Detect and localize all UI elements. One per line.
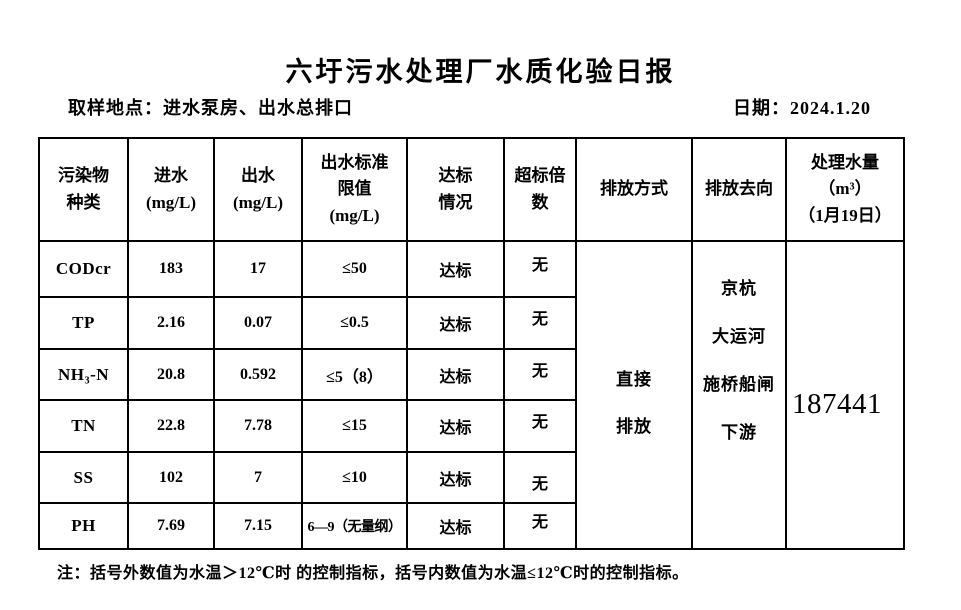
exceedance-cell: 无 <box>503 240 577 298</box>
status-cell: 达标 <box>406 348 505 401</box>
limit-cell: ≤5（8） <box>301 348 408 401</box>
outflow-cell: 7 <box>213 451 303 504</box>
header-pollutant-type: 污染物 种类 <box>38 137 129 242</box>
table-row: NH₃-N 20.8 0.592 ≤5（8） 达标 无 <box>38 348 904 401</box>
status-cell: 达标 <box>406 451 505 504</box>
pollutant-cell: TP <box>38 296 129 350</box>
discharge-destination-cell: 京杭 大运河 施桥船闸 下游 <box>691 240 787 550</box>
outflow-cell: 0.592 <box>213 348 303 401</box>
outflow-cell: 0.07 <box>213 296 303 350</box>
table-row: SS 102 7 ≤10 达标 无 <box>38 451 904 504</box>
pollutant-cell: PH <box>38 502 129 550</box>
limit-cell: 6—9（无量纲） <box>301 502 408 550</box>
header-discharge-method: 排放方式 <box>575 137 693 242</box>
exceedance-cell: 无 <box>503 296 577 350</box>
outflow-cell: 7.15 <box>213 502 303 550</box>
inflow-cell: 2.16 <box>127 296 215 350</box>
status-cell: 达标 <box>406 240 505 298</box>
status-cell: 达标 <box>406 502 505 550</box>
limit-cell: ≤10 <box>301 451 408 504</box>
exceedance-cell: 无 <box>503 399 577 453</box>
inflow-cell: 183 <box>127 240 215 298</box>
table-row: TN 22.8 7.78 ≤15 达标 无 <box>38 399 904 453</box>
report-title: 六圩污水处理厂水质化验日报 <box>285 57 676 87</box>
inflow-cell: 22.8 <box>127 399 215 453</box>
meta-row: 取样地点：进水泵房、出水总排口 日期：2024.1.20 <box>68 94 871 120</box>
header-inflow: 进水 (mg/L) <box>127 137 215 242</box>
inflow-cell: 102 <box>127 451 215 504</box>
header-outflow-limit: 出水标准 限值 (mg/L) <box>301 137 408 242</box>
exceedance-cell: 无 <box>503 348 577 401</box>
pollutant-cell: NH₃-N <box>38 348 129 401</box>
inflow-cell: 7.69 <box>127 502 215 550</box>
status-cell: 达标 <box>406 296 505 350</box>
header-row: 污染物 种类 进水 (mg/L) 出水 (mg/L) 出水标准 限值 (mg/L… <box>38 137 905 242</box>
footnote: 注：括号外数值为水温＞12℃时 的控制指标，括号内数值为水温≤12℃时的控制指标… <box>57 565 689 582</box>
header-exceedance: 超标倍 数 <box>503 137 577 242</box>
table-row: TP 2.16 0.07 ≤0.5 达标 无 <box>38 296 904 350</box>
limit-cell: ≤0.5 <box>301 296 408 350</box>
status-cell: 达标 <box>406 399 505 453</box>
inflow-cell: 20.8 <box>127 348 215 401</box>
limit-cell: ≤15 <box>301 399 408 453</box>
discharge-method-cell: 直接 排放 <box>575 240 693 550</box>
water-quality-table: 污染物 种类 进水 (mg/L) 出水 (mg/L) 出水标准 限值 (mg/L… <box>38 137 905 550</box>
pollutant-cell: TN <box>38 399 129 453</box>
pollutant-cell: SS <box>38 451 129 504</box>
table-row: CODcr 183 17 ≤50 达标 无 直接 排放 京杭 大运河 施桥船闸 … <box>38 240 905 550</box>
header-outflow: 出水 (mg/L) <box>213 137 303 242</box>
outflow-cell: 7.78 <box>213 399 303 453</box>
sampling-location: 取样地点：进水泵房、出水总排口 <box>68 98 353 118</box>
outflow-cell: 17 <box>213 240 303 298</box>
table-row: PH 7.69 7.15 6—9（无量纲） 达标 无 <box>38 502 904 550</box>
limit-cell: ≤50 <box>301 240 408 298</box>
exceedance-cell: 无 <box>503 451 577 504</box>
report-date: 日期：2024.1.20 <box>733 98 871 118</box>
header-compliance: 达标 情况 <box>406 137 505 242</box>
pollutant-cell: CODcr <box>38 240 129 298</box>
treated-volume-cell: 187441 <box>785 240 905 550</box>
header-treated-volume: 处理水量 （m³） （1月19日） <box>785 137 905 242</box>
exceedance-cell: 无 <box>503 502 577 550</box>
header-discharge-destination: 排放去向 <box>691 137 787 242</box>
